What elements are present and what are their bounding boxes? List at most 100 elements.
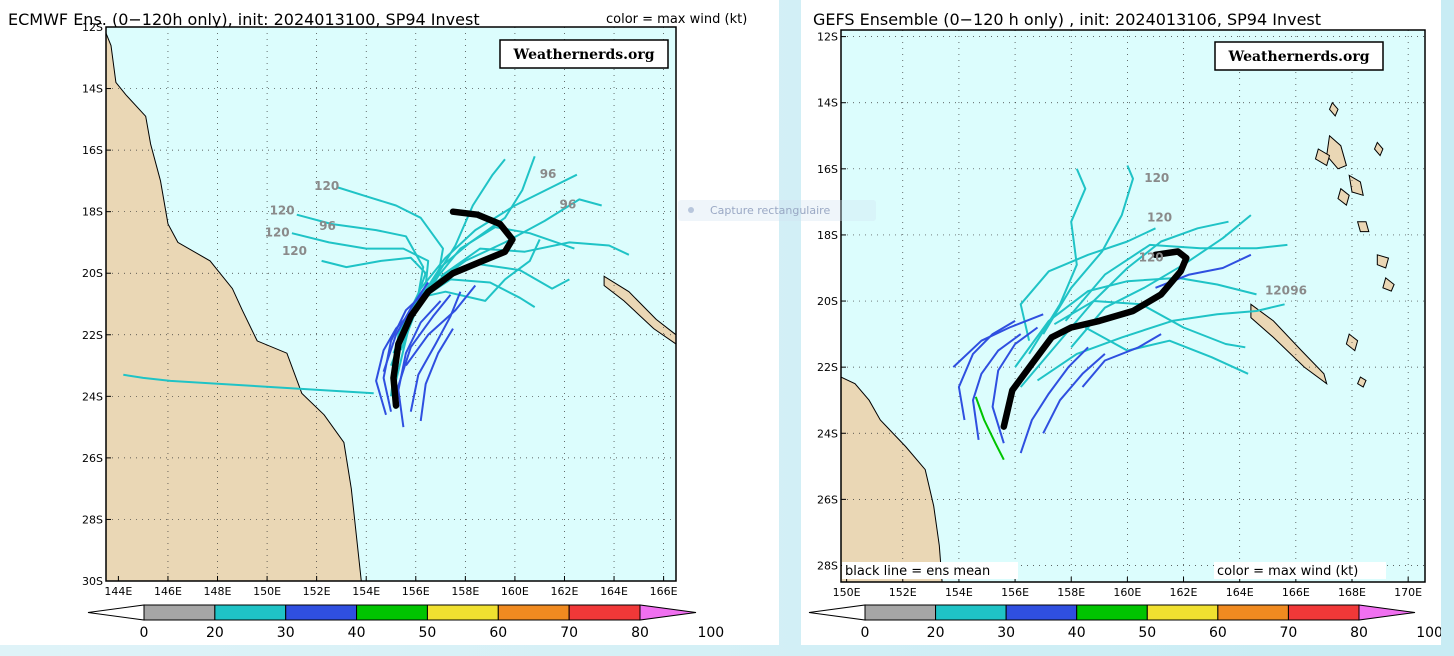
- colorbar-label: 50: [419, 625, 437, 641]
- colorbar-segment: [497, 604, 570, 621]
- lat-tick-label: 28S: [82, 513, 103, 526]
- colorbar-label: 40: [348, 625, 366, 641]
- plot-frame: [105, 26, 677, 582]
- colorbar-label: 60: [489, 625, 507, 641]
- ensemble-track: [405, 284, 477, 367]
- forecast-hour-label: 120: [1144, 171, 1169, 185]
- land-mass: [106, 33, 362, 581]
- lat-tick-label: 30S: [82, 575, 103, 588]
- watermark-box: [499, 39, 669, 69]
- ensemble-track: [1028, 168, 1087, 355]
- colorbar-segment: [356, 604, 428, 621]
- capture-tooltip-label: Capture rectangulaire: [710, 204, 831, 217]
- ecmwf-chart: 120 120 120 120 96 96 96 144E 146E 148E 150E 152E 15…: [82, 21, 724, 641]
- lat-tick-label: 18S: [817, 229, 838, 242]
- ensemble-track: [1019, 220, 1229, 388]
- forecast-hour-label: 96: [560, 198, 577, 212]
- ensemble-track: [336, 186, 444, 320]
- island-6: [1314, 148, 1331, 167]
- lon-tick-label: 158E: [451, 585, 479, 598]
- lon-tick-label: 144E: [104, 585, 132, 598]
- colorbar-segment: [1076, 604, 1148, 621]
- colorbar-segment: [1217, 604, 1289, 621]
- lon-tick-label: 164E: [1226, 586, 1254, 599]
- ensemble-track: [1070, 214, 1252, 348]
- colorbar-segment: [426, 604, 499, 621]
- colorbar-label: 50: [1138, 625, 1156, 641]
- ensemble-track: [397, 300, 442, 428]
- lat-tick-label: 20S: [82, 267, 103, 280]
- forecast-hour-label: 120: [282, 244, 307, 258]
- ensemble-track: [422, 198, 602, 293]
- lat-tick-label: 22S: [82, 329, 103, 342]
- ecmwf-panel: ECMWF Ens. (0−120h only), init: 20240131…: [8, 10, 748, 641]
- colorbar-label: 30: [997, 625, 1015, 641]
- forecast-hour-label: 120: [1147, 211, 1172, 225]
- forecast-hour-label: 120: [270, 204, 295, 218]
- forecast-hour-label: 120: [1139, 250, 1164, 264]
- ensemble-track: [123, 373, 374, 395]
- ensemble-mean-track: [390, 208, 516, 409]
- ensemble-track: [1081, 333, 1162, 388]
- capture-tooltip: Capture rectangulaire: [678, 200, 876, 221]
- ensemble-track: [991, 326, 1039, 444]
- lat-tick-label: 22S: [817, 361, 838, 374]
- island-3: [1356, 221, 1370, 233]
- colorbar-segment: [1287, 604, 1360, 621]
- ensemble-track: [395, 294, 452, 394]
- ensemble-track: [1064, 243, 1288, 322]
- colorbar-label: 100: [697, 625, 724, 641]
- lat-tick-label: 28S: [817, 559, 838, 572]
- lon-tick-label: 162E: [551, 585, 579, 598]
- colorbar-label: 100: [1416, 625, 1441, 641]
- colorbar-segment: [285, 604, 358, 621]
- ensemble-mean-track: [1000, 248, 1190, 430]
- colorbar-label: 60: [1209, 625, 1227, 641]
- colorbar-label: 80: [631, 625, 649, 641]
- colorbar-segment: [864, 604, 937, 621]
- lon-tick-label: 154E: [352, 585, 380, 598]
- plot-layer: 120 120 120 120 96 96 96: [106, 27, 676, 581]
- ensemble-track: [974, 396, 1005, 461]
- gefs-title: GEFS Ensemble (0−120 h only) , init: 202…: [813, 10, 1322, 29]
- colorbar-segment: [1005, 604, 1078, 621]
- forecast-hour-label: 120: [265, 225, 290, 239]
- lon-tick-label: 154E: [945, 586, 973, 599]
- colorbar-label: 20: [927, 625, 945, 641]
- watermark-text: Weathernerds.org: [1228, 49, 1370, 65]
- ensemble-track: [952, 313, 1044, 368]
- island-11: [1373, 141, 1384, 157]
- island-1: [1326, 134, 1348, 170]
- ensemble-track: [409, 291, 462, 412]
- island-5: [1382, 277, 1395, 292]
- lat-tick-label: 18S: [82, 206, 103, 219]
- ensemble-track: [972, 333, 1022, 441]
- ensemble-track: [1019, 227, 1156, 341]
- colorbar-label: 0: [140, 625, 149, 641]
- lat-tick-label: 16S: [82, 144, 103, 157]
- colorbar-label: 40: [1068, 625, 1086, 641]
- lon-tick-label: 166E: [1282, 586, 1310, 599]
- colorbar-label: 70: [560, 625, 578, 641]
- ensemble-track: [419, 328, 454, 422]
- ecmwf-color-note: color = max wind (kt): [606, 12, 748, 27]
- lat-tick-label: 14S: [82, 83, 103, 96]
- colorbar-segment: [935, 604, 1007, 621]
- lat-tick-label: 12S: [817, 31, 838, 44]
- lat-tick-label: 16S: [817, 163, 838, 176]
- lon-tick-label: 162E: [1170, 586, 1198, 599]
- lat-tick-label: 14S: [817, 97, 838, 110]
- mean-line-legend: black line = ens mean: [845, 564, 990, 579]
- forecast-hour-label: 96: [1290, 283, 1307, 297]
- lon-tick-label: 166E: [650, 585, 678, 598]
- colorbar-label: 70: [1280, 625, 1298, 641]
- island-4: [1376, 254, 1390, 269]
- ensemble-track: [1042, 165, 1134, 335]
- lon-tick-label: 150E: [253, 585, 281, 598]
- legend-right-bg: [1214, 562, 1386, 579]
- lat-tick-label: 12S: [82, 21, 103, 34]
- watermark-text: Weathernerds.org: [513, 47, 655, 63]
- island-0: [603, 275, 676, 345]
- lon-tick-label: 148E: [204, 585, 232, 598]
- ensemble-track: [375, 309, 415, 416]
